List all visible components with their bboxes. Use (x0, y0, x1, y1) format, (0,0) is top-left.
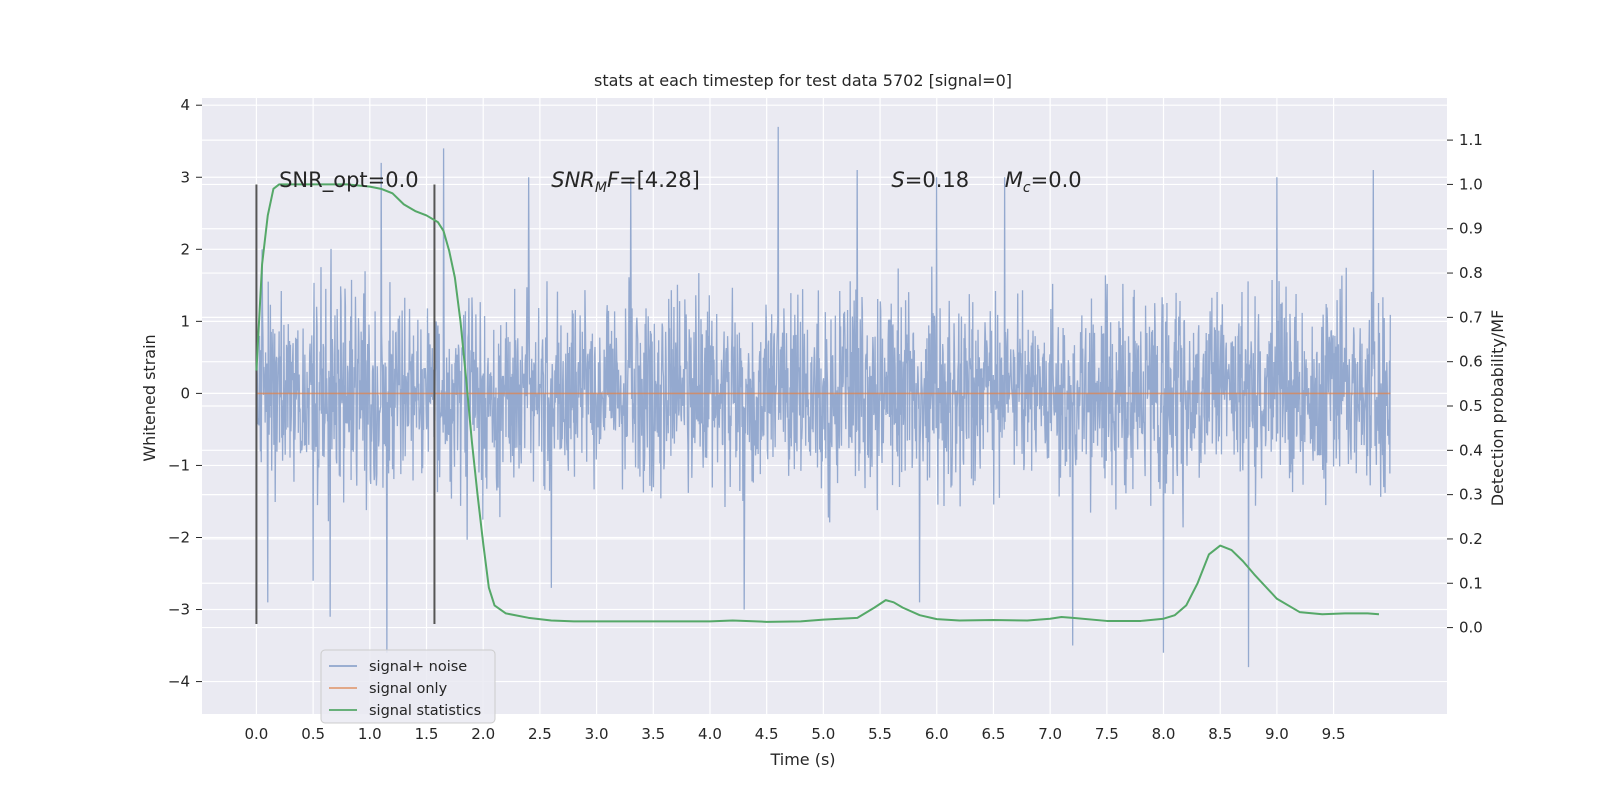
x-tick-label: 2.5 (528, 725, 552, 743)
y2-tick-label: 0.9 (1459, 220, 1483, 238)
x-tick-label: 4.0 (698, 725, 722, 743)
legend-label-1: signal only (369, 681, 448, 697)
x-tick-label: 1.0 (358, 725, 382, 743)
x-tick-label: 2.0 (471, 725, 495, 743)
y2-tick-label: 0.2 (1459, 530, 1483, 548)
y-tick-label: 2 (180, 240, 190, 258)
y-axis-label: Whitened strain (140, 334, 159, 461)
x-tick-label: 7.5 (1095, 725, 1119, 743)
x-axis-label: Time (s) (769, 750, 835, 769)
y2-tick-label: 0.7 (1459, 308, 1483, 326)
y2-tick-label: 0.5 (1459, 397, 1483, 415)
x-tick-label: 1.5 (415, 725, 439, 743)
x-tick-label: 6.5 (982, 725, 1006, 743)
x-tick-label: 3.0 (585, 725, 609, 743)
y2-tick-label: 0.6 (1459, 353, 1483, 371)
x-tick-label: 7.0 (1038, 725, 1062, 743)
y-tick-label: 1 (180, 312, 190, 330)
legend-label-2: signal statistics (369, 703, 481, 719)
y-tick-label: 0 (180, 384, 190, 402)
y-tick-label: −1 (168, 456, 190, 474)
x-tick-label: 5.5 (868, 725, 892, 743)
y-tick-label: −2 (168, 528, 190, 546)
y2-tick-label: 0.3 (1459, 486, 1483, 504)
tick-labels: 0.0 0.5 1.0 1.5 2.0 2.5 3.0 3.5 4.0 4.5 5.0 5.5 6.0 6… (168, 96, 1483, 743)
series-signal-noise (255, 126, 1391, 668)
annotation-0: SNR_opt=0.0 (279, 168, 419, 193)
y2-tick-label: 0.1 (1459, 574, 1483, 592)
x-tick-label: 9.0 (1265, 725, 1289, 743)
y2-tick-label: 0.8 (1459, 264, 1483, 282)
annotation-2: S=0.18 (891, 168, 969, 192)
legend-label-0: signal+ noise (369, 659, 467, 675)
x-tick-label: 8.5 (1208, 725, 1232, 743)
chart-title: stats at each timestep for test data 570… (594, 71, 1012, 90)
annotations: SNR_opt=0.0 SNRMF=[4.28] S=0.18 Mc=0.0 (279, 168, 1082, 196)
y2-tick-label: 0.4 (1459, 441, 1483, 459)
x-tick-label: 5.0 (811, 725, 835, 743)
x-tick-label: 9.5 (1322, 725, 1346, 743)
legend-box (320, 649, 496, 724)
legend: signal+ noise signal only signal statistic… (320, 649, 496, 724)
y-tick-label: 3 (180, 168, 190, 186)
y2-tick-label: 1.0 (1459, 175, 1483, 193)
y2-axis-label: Detection probability/MF (1488, 310, 1507, 507)
x-tick-label: 8.0 (1152, 725, 1176, 743)
line-signal-noise (255, 126, 1391, 668)
vertical-markers (255, 184, 436, 624)
series-signal-statistics (255, 183, 1380, 623)
line-signal-statistics (255, 183, 1380, 623)
y-tick-label: −4 (168, 673, 190, 691)
x-tick-label: 3.5 (641, 725, 665, 743)
x-tick-label: 0.0 (244, 725, 268, 743)
y2-tick-label: 0.0 (1459, 619, 1483, 637)
annotation-1: SNRMF=[4.28] (551, 168, 700, 196)
annotation-3: Mc=0.0 (1005, 168, 1082, 196)
y2-tick-label: 1.1 (1459, 131, 1483, 149)
y-tick-label: 4 (180, 96, 190, 114)
y-tick-label: −3 (168, 601, 190, 619)
x-tick-label: 4.5 (755, 725, 779, 743)
x-tick-label: 0.5 (301, 725, 325, 743)
x-tick-label: 6.0 (925, 725, 949, 743)
